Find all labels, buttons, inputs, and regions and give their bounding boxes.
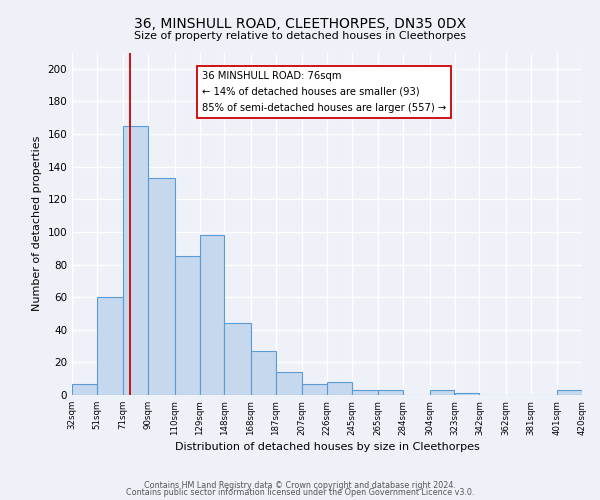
- Bar: [123, 126, 148, 395]
- Bar: [430, 390, 455, 395]
- Text: Contains HM Land Registry data © Crown copyright and database right 2024.: Contains HM Land Registry data © Crown c…: [144, 480, 456, 490]
- Bar: [97, 297, 123, 395]
- Bar: [148, 178, 175, 395]
- Text: Contains public sector information licensed under the Open Government Licence v3: Contains public sector information licen…: [126, 488, 474, 497]
- Bar: [276, 372, 302, 395]
- Bar: [224, 323, 251, 395]
- Bar: [199, 235, 224, 395]
- Bar: [72, 384, 97, 395]
- Text: Size of property relative to detached houses in Cleethorpes: Size of property relative to detached ho…: [134, 31, 466, 41]
- Bar: [251, 351, 276, 395]
- Bar: [302, 384, 327, 395]
- Y-axis label: Number of detached properties: Number of detached properties: [32, 136, 42, 312]
- Bar: [557, 390, 582, 395]
- Bar: [455, 394, 479, 395]
- Text: 36, MINSHULL ROAD, CLEETHORPES, DN35 0DX: 36, MINSHULL ROAD, CLEETHORPES, DN35 0DX: [134, 18, 466, 32]
- Bar: [327, 382, 352, 395]
- Bar: [378, 390, 403, 395]
- Bar: [175, 256, 199, 395]
- X-axis label: Distribution of detached houses by size in Cleethorpes: Distribution of detached houses by size …: [175, 442, 479, 452]
- Bar: [352, 390, 378, 395]
- Text: 36 MINSHULL ROAD: 76sqm
← 14% of detached houses are smaller (93)
85% of semi-de: 36 MINSHULL ROAD: 76sqm ← 14% of detache…: [202, 72, 446, 112]
